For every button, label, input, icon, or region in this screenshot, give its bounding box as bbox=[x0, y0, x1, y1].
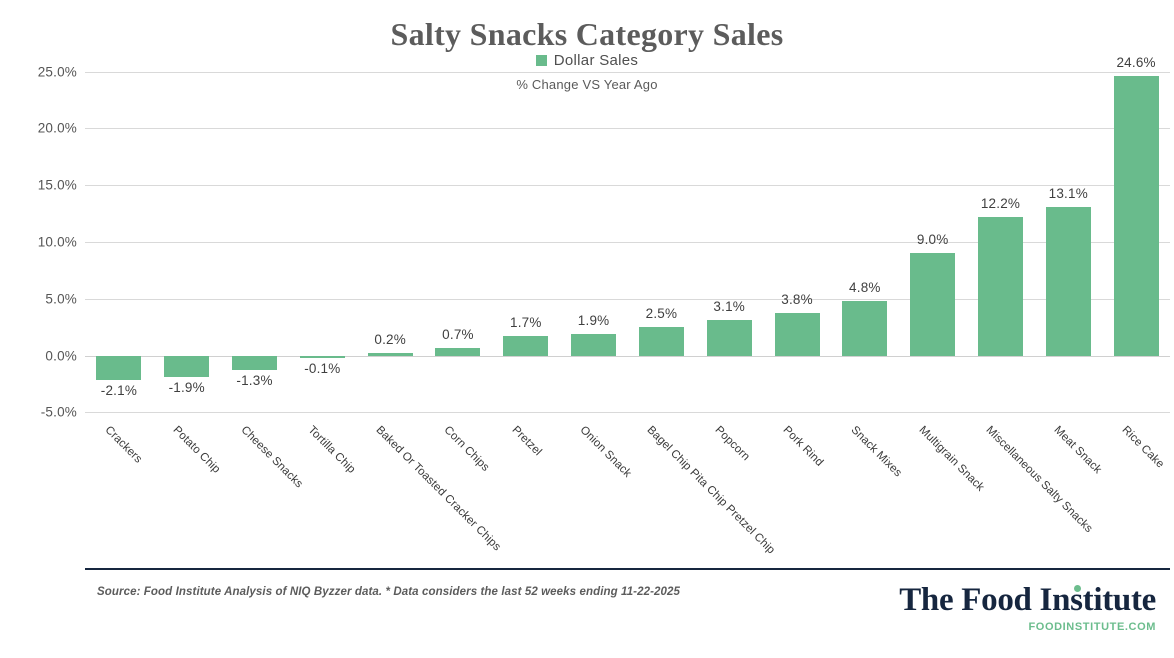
logo-accent-dot-icon bbox=[1074, 585, 1082, 592]
y-axis-tick-label: 5.0% bbox=[45, 291, 77, 307]
bar-value-label: -2.1% bbox=[100, 382, 138, 398]
bar-value-label: 1.7% bbox=[509, 315, 542, 331]
logo-url: FOODINSTITUTE.COM bbox=[1028, 621, 1156, 633]
bar[interactable] bbox=[977, 217, 1023, 356]
y-axis-tick-label: -5.0% bbox=[40, 404, 77, 420]
source-note: Source: Food Institute Analysis of NIQ B… bbox=[97, 586, 681, 598]
bar-value-label: 12.2% bbox=[980, 196, 1021, 212]
x-axis-category-label: Corn Chips bbox=[441, 424, 492, 474]
x-axis-category-label: Pretzel bbox=[509, 424, 544, 459]
bar-value-label: 0.2% bbox=[374, 332, 406, 348]
footer-divider bbox=[85, 568, 1170, 570]
brand-logo[interactable]: The Food Institute FOODINSTITUTE.COM bbox=[899, 582, 1156, 633]
logo-wordmark: The Food Institute bbox=[899, 582, 1156, 619]
bar-value-label: 1.9% bbox=[577, 313, 610, 329]
bar[interactable] bbox=[774, 312, 820, 356]
x-axis-category-label: Onion Snack bbox=[577, 424, 633, 480]
gridline bbox=[85, 185, 1170, 187]
x-axis-category-label: Crackers bbox=[102, 424, 145, 466]
x-axis-category-label: Multigrain Snack bbox=[916, 424, 986, 494]
bar[interactable] bbox=[435, 347, 481, 356]
bar-value-label: 13.1% bbox=[1048, 185, 1088, 201]
bar-value-label: 0.7% bbox=[442, 326, 474, 342]
y-axis-tick-label: 0.0% bbox=[45, 348, 77, 364]
y-axis-tick-label: 20.0% bbox=[37, 120, 77, 136]
bar-value-label: 4.8% bbox=[849, 280, 881, 296]
logo-wordmark-text: The Food Institute bbox=[899, 582, 1156, 618]
bar-value-label: -1.3% bbox=[236, 373, 273, 389]
chart-legend: Dollar Sales bbox=[0, 52, 1174, 69]
bar-value-label: 24.6% bbox=[1116, 55, 1156, 71]
bar[interactable] bbox=[706, 320, 752, 356]
y-axis-tick-label: 25.0% bbox=[37, 64, 77, 80]
bar[interactable] bbox=[164, 355, 210, 378]
bar-value-label: -0.1% bbox=[304, 360, 341, 376]
legend-swatch-dollar-sales bbox=[535, 55, 547, 66]
x-axis-category-label: Baked Or Toasted Cracker Chips bbox=[373, 424, 503, 554]
plot-area: 25.0% 20.0% 15.0% 10.0% 5.0% 0.0% -5.0% -2.1% -1… bbox=[38, 55, 1170, 420]
bar-value-label: -1.9% bbox=[168, 380, 205, 396]
gridline bbox=[85, 298, 1170, 300]
bar[interactable] bbox=[299, 355, 345, 358]
x-axis-category-label: Pork Rind bbox=[780, 424, 826, 469]
bar[interactable] bbox=[96, 355, 142, 380]
page-title: Salty Snacks Category Sales bbox=[390, 16, 784, 52]
gridline bbox=[85, 412, 1170, 414]
x-axis-category-label: Rice Cake bbox=[1119, 424, 1167, 471]
bar-value-label: 3.8% bbox=[781, 291, 813, 307]
legend-label-dollar-sales: Dollar Sales bbox=[553, 52, 639, 69]
gridline bbox=[85, 71, 1170, 73]
bar[interactable] bbox=[367, 353, 413, 356]
bar-value-label: 2.5% bbox=[645, 306, 678, 322]
x-axis-category-label: Cheese Snacks bbox=[238, 424, 305, 491]
bar[interactable] bbox=[1045, 206, 1091, 356]
x-axis-category-label: Meat Snack bbox=[1051, 424, 1104, 477]
bar[interactable] bbox=[1113, 76, 1159, 356]
x-axis-category-label: Potato Chip bbox=[170, 424, 222, 476]
x-axis-category-label: Miscellaneous Salty Snacks bbox=[983, 424, 1096, 536]
chart-subtitle: % Change VS Year Ago bbox=[516, 77, 658, 92]
bar[interactable] bbox=[571, 334, 617, 356]
bar[interactable] bbox=[638, 327, 684, 356]
x-axis-category-label: Snack Mixes bbox=[848, 424, 904, 480]
x-axis-category-label: Popcorn bbox=[712, 424, 753, 464]
bar-value-label: 3.1% bbox=[713, 299, 745, 315]
bar[interactable] bbox=[842, 301, 888, 356]
bar[interactable] bbox=[232, 355, 278, 371]
y-axis-tick-label: 15.0% bbox=[37, 177, 77, 193]
bar[interactable] bbox=[910, 253, 956, 356]
gridline bbox=[85, 242, 1170, 244]
zero-line bbox=[85, 355, 1170, 357]
x-axis-category-label: Tortilla Chip bbox=[305, 424, 358, 476]
bar-value-label: 9.0% bbox=[916, 232, 949, 248]
bar[interactable] bbox=[503, 336, 549, 356]
x-axis-category-label: Bagel Chip Pita Chip Pretzel Chip bbox=[644, 424, 778, 557]
gridline bbox=[85, 128, 1170, 130]
y-axis-tick-label: 10.0% bbox=[37, 234, 77, 250]
